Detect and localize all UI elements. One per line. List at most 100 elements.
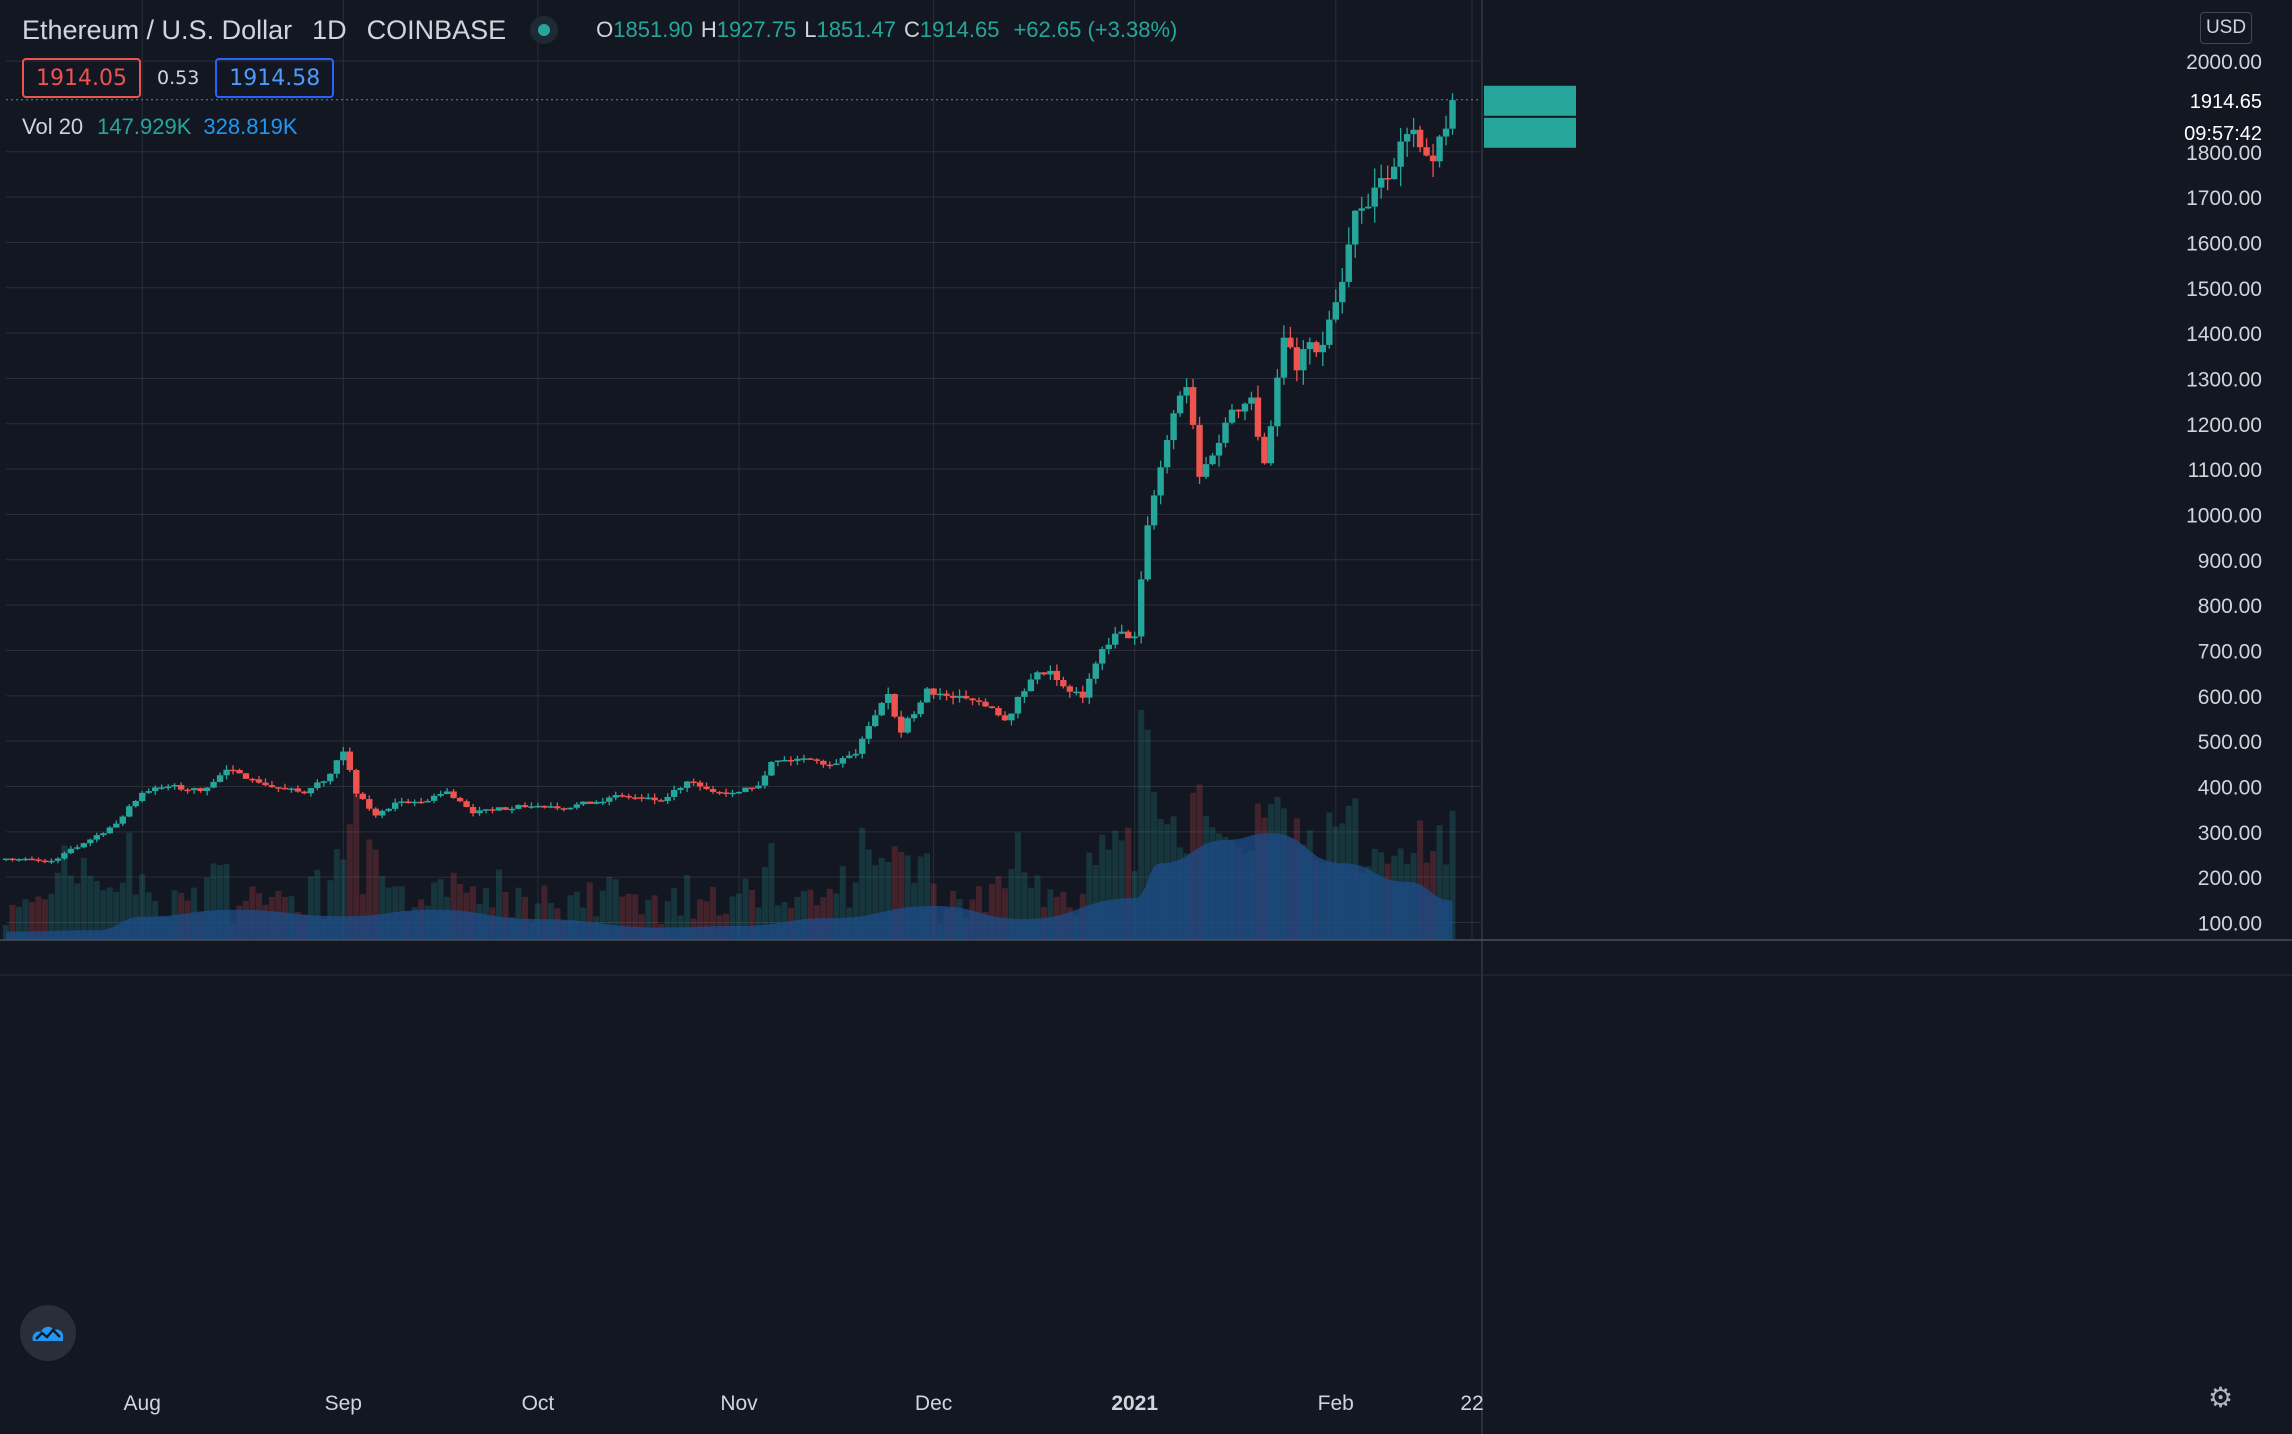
candle[interactable] bbox=[923, 686, 931, 703]
candle[interactable] bbox=[1118, 624, 1125, 635]
candle[interactable] bbox=[210, 779, 217, 789]
candle[interactable] bbox=[1332, 289, 1339, 323]
candle[interactable] bbox=[1163, 434, 1171, 474]
candle[interactable] bbox=[1196, 416, 1203, 484]
candle[interactable] bbox=[48, 858, 55, 865]
candle[interactable] bbox=[528, 802, 535, 809]
candle[interactable] bbox=[755, 781, 762, 790]
candle[interactable] bbox=[126, 804, 133, 818]
candle[interactable] bbox=[859, 736, 866, 759]
candle[interactable] bbox=[1150, 490, 1158, 530]
candle[interactable] bbox=[813, 758, 821, 764]
candle[interactable] bbox=[2, 858, 10, 862]
candle[interactable] bbox=[651, 793, 658, 805]
candle[interactable] bbox=[236, 768, 243, 774]
candle[interactable] bbox=[897, 710, 905, 738]
candle[interactable] bbox=[1125, 630, 1132, 639]
candle[interactable] bbox=[884, 687, 892, 710]
candle[interactable] bbox=[807, 757, 814, 760]
candle[interactable] bbox=[606, 795, 613, 806]
candle[interactable] bbox=[177, 782, 185, 792]
candle[interactable] bbox=[443, 788, 451, 795]
candle[interactable] bbox=[1092, 661, 1099, 684]
candle[interactable] bbox=[1073, 686, 1080, 696]
candle[interactable] bbox=[41, 858, 49, 864]
candle[interactable] bbox=[203, 787, 211, 796]
candle[interactable] bbox=[949, 691, 957, 705]
candle[interactable] bbox=[761, 770, 769, 789]
candle[interactable] bbox=[988, 705, 996, 709]
candle[interactable] bbox=[982, 698, 989, 708]
candle[interactable] bbox=[1397, 128, 1404, 187]
candle[interactable] bbox=[139, 790, 146, 803]
candle[interactable] bbox=[1377, 164, 1385, 199]
candle[interactable] bbox=[93, 832, 101, 843]
bid-price-button[interactable]: 1914.05 bbox=[22, 58, 141, 98]
candle[interactable] bbox=[1228, 404, 1236, 425]
candle[interactable] bbox=[437, 790, 444, 798]
candle[interactable] bbox=[670, 785, 678, 801]
candle[interactable] bbox=[820, 759, 827, 768]
candle[interactable] bbox=[327, 773, 334, 785]
candle[interactable] bbox=[969, 697, 976, 706]
candle[interactable] bbox=[664, 793, 671, 804]
candle[interactable] bbox=[372, 807, 379, 818]
candle[interactable] bbox=[1390, 157, 1398, 180]
candle[interactable] bbox=[132, 799, 139, 808]
candle[interactable] bbox=[145, 788, 152, 794]
candle[interactable] bbox=[404, 798, 412, 804]
candle[interactable] bbox=[346, 747, 353, 773]
candle[interactable] bbox=[353, 768, 360, 797]
candle[interactable] bbox=[1241, 402, 1249, 421]
candle[interactable] bbox=[703, 782, 710, 791]
candle[interactable] bbox=[482, 809, 490, 814]
candle[interactable] bbox=[1442, 115, 1450, 146]
candle[interactable] bbox=[1001, 711, 1009, 722]
candle[interactable] bbox=[936, 688, 944, 700]
candle[interactable] bbox=[839, 755, 846, 768]
tradingview-cloud-icon[interactable] bbox=[20, 1305, 76, 1361]
candle[interactable] bbox=[184, 787, 191, 794]
candle[interactable] bbox=[113, 820, 120, 828]
candle[interactable] bbox=[742, 787, 749, 793]
candle[interactable] bbox=[975, 697, 983, 706]
candle[interactable] bbox=[729, 789, 736, 798]
candle[interactable] bbox=[61, 851, 68, 861]
candle[interactable] bbox=[534, 802, 542, 808]
candle[interactable] bbox=[379, 809, 386, 819]
candle[interactable] bbox=[1014, 696, 1022, 719]
candle[interactable] bbox=[910, 711, 918, 722]
candle[interactable] bbox=[262, 778, 269, 787]
candle[interactable] bbox=[1047, 665, 1054, 680]
candle[interactable] bbox=[599, 797, 606, 806]
candle[interactable] bbox=[476, 806, 483, 816]
ask-price-button[interactable]: 1914.58 bbox=[215, 58, 335, 98]
candle[interactable] bbox=[794, 755, 801, 765]
candle[interactable] bbox=[1235, 408, 1242, 419]
candle[interactable] bbox=[846, 751, 853, 759]
candle[interactable] bbox=[1176, 391, 1184, 417]
candle[interactable] bbox=[1423, 138, 1430, 157]
candle[interactable] bbox=[80, 842, 88, 849]
candle[interactable] bbox=[359, 792, 366, 801]
candle[interactable] bbox=[865, 721, 872, 745]
candle[interactable] bbox=[1144, 516, 1151, 582]
candle[interactable] bbox=[1384, 165, 1391, 191]
candle[interactable] bbox=[469, 803, 477, 817]
candle[interactable] bbox=[1345, 227, 1352, 288]
candle[interactable] bbox=[995, 705, 1002, 717]
candle[interactable] bbox=[1300, 340, 1307, 385]
candle[interactable] bbox=[489, 806, 496, 814]
candle[interactable] bbox=[930, 687, 937, 700]
candle[interactable] bbox=[411, 799, 418, 807]
candle[interactable] bbox=[9, 857, 16, 862]
candle[interactable] bbox=[119, 815, 126, 827]
candle[interactable] bbox=[1403, 127, 1411, 157]
candle[interactable] bbox=[1352, 210, 1359, 258]
candle[interactable] bbox=[735, 791, 743, 795]
candle[interactable] bbox=[301, 790, 308, 795]
candle[interactable] bbox=[87, 838, 94, 847]
candle[interactable] bbox=[1112, 626, 1119, 649]
candle[interactable] bbox=[268, 781, 276, 788]
